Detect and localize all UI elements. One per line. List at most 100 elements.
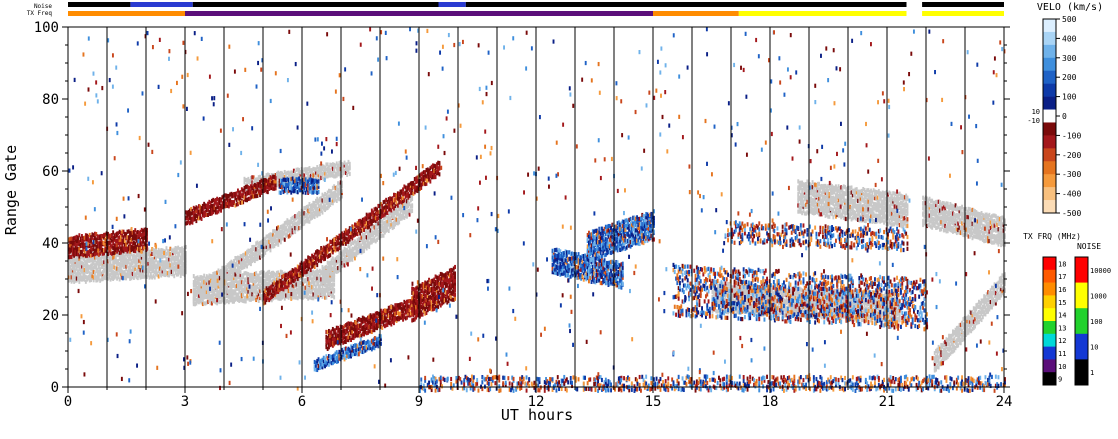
data-point <box>235 274 238 279</box>
data-point <box>134 272 137 277</box>
data-point <box>90 266 92 271</box>
data-point <box>283 237 286 242</box>
data-point <box>83 274 86 280</box>
data-point <box>255 279 258 284</box>
data-point <box>255 297 258 303</box>
data-point <box>91 262 94 267</box>
data-point <box>252 296 255 301</box>
data-point <box>316 288 319 293</box>
data-point <box>109 272 112 277</box>
data-point <box>120 254 122 259</box>
data-point <box>120 272 122 277</box>
data-point <box>170 251 173 256</box>
data-point <box>74 258 77 263</box>
data-point <box>237 286 239 291</box>
data-point <box>155 246 157 252</box>
data-point <box>113 260 116 265</box>
data-point <box>157 274 160 279</box>
data-point <box>243 284 246 289</box>
data-point <box>295 291 298 296</box>
data-point <box>159 252 161 257</box>
data-point <box>99 278 102 283</box>
data-point <box>318 274 321 279</box>
data-point <box>104 261 107 266</box>
data-point <box>131 274 134 279</box>
data-point <box>139 259 142 264</box>
data-point <box>160 273 163 278</box>
data-point <box>96 278 99 283</box>
data-point <box>161 259 164 264</box>
data-point <box>87 275 90 280</box>
data-point <box>273 295 276 300</box>
data-point <box>143 252 146 257</box>
data-point <box>230 278 233 283</box>
data-point <box>146 256 148 261</box>
data-point <box>259 295 261 301</box>
data-point <box>247 289 250 294</box>
data-point <box>90 271 92 277</box>
data-point <box>309 290 312 295</box>
data-point <box>348 171 351 177</box>
data-point <box>142 256 144 261</box>
data-point <box>217 299 220 304</box>
data-point <box>233 280 235 285</box>
data-point <box>315 277 317 282</box>
data-point <box>70 275 73 280</box>
data-point <box>248 276 251 281</box>
data-point <box>216 301 219 306</box>
data-point <box>169 246 172 251</box>
data-point <box>287 288 290 293</box>
data-point <box>253 295 256 300</box>
data-point <box>276 293 278 298</box>
data-point <box>302 288 304 293</box>
data-point <box>83 267 86 273</box>
data-point <box>134 263 137 268</box>
data-point <box>161 269 164 274</box>
data-point <box>250 297 252 302</box>
data-point <box>286 289 289 294</box>
data-point <box>123 264 126 270</box>
data-point <box>234 291 237 296</box>
data-point <box>230 294 233 299</box>
data-point <box>149 274 152 279</box>
data-point <box>153 270 156 275</box>
data-point <box>316 281 319 286</box>
data-point <box>108 263 111 268</box>
data-point <box>96 261 99 266</box>
data-point <box>185 264 187 269</box>
data-point <box>109 277 112 282</box>
data-point <box>94 257 96 263</box>
data-point <box>292 288 295 293</box>
data-point <box>317 281 320 286</box>
data-point <box>303 278 306 283</box>
data-point <box>99 256 102 262</box>
data-point <box>177 245 180 250</box>
data-point <box>148 268 151 274</box>
data-point <box>256 295 259 300</box>
data-point <box>227 300 230 305</box>
data-point <box>161 266 164 271</box>
data-point <box>82 270 85 276</box>
data-point <box>307 277 310 282</box>
data-point <box>231 292 234 297</box>
data-point <box>131 265 134 270</box>
data-point <box>125 272 128 277</box>
data-point <box>70 260 73 265</box>
data-point <box>129 269 131 274</box>
data-point <box>283 296 286 301</box>
data-point <box>82 256 85 261</box>
data-point <box>143 265 146 270</box>
data-point <box>279 272 282 278</box>
data-point <box>114 274 117 279</box>
data-point <box>237 283 239 289</box>
data-point <box>164 263 167 268</box>
data-point <box>125 251 128 256</box>
data-point <box>177 260 180 265</box>
data-point <box>292 284 295 289</box>
data-point <box>156 264 159 269</box>
data-point <box>117 261 120 266</box>
data-point <box>217 295 220 300</box>
txfreq-segment <box>653 11 739 16</box>
data-point <box>231 299 234 304</box>
data-point <box>71 258 74 264</box>
